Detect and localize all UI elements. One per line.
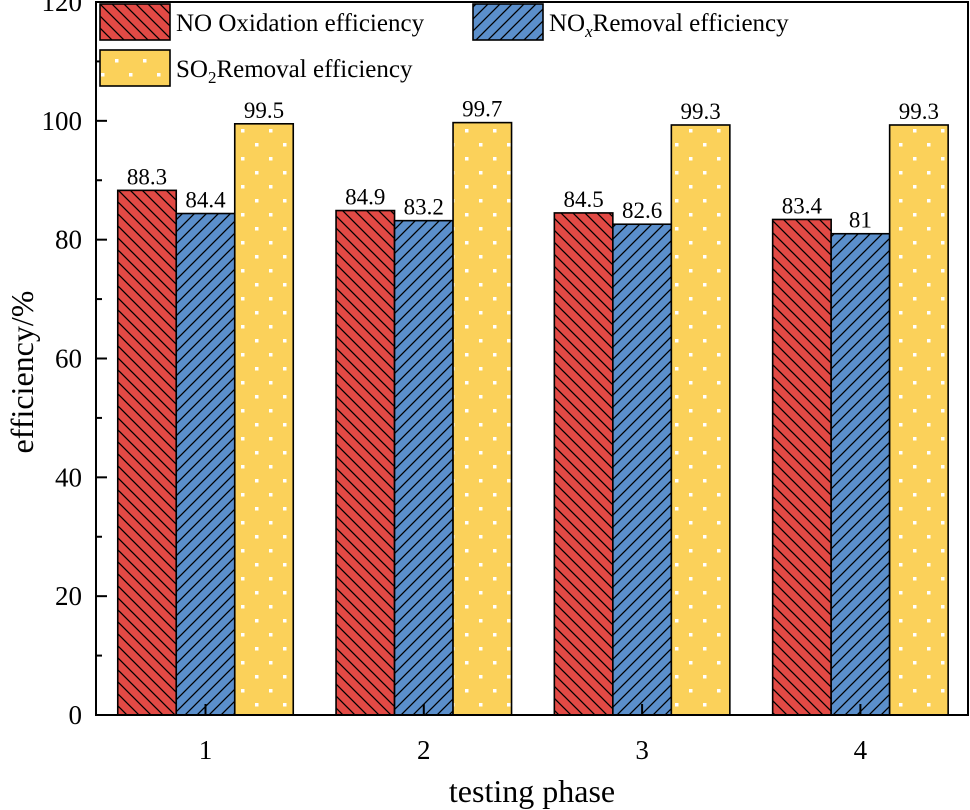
x-tick-label: 3 bbox=[635, 735, 649, 765]
plot-frame bbox=[95, 1, 969, 716]
data-label: 99.3 bbox=[899, 99, 939, 124]
data-label: 99.5 bbox=[244, 98, 284, 123]
legend-label: NOxRemoval efficiency bbox=[549, 10, 789, 41]
data-label: 84.9 bbox=[345, 185, 385, 210]
data-label: 99.7 bbox=[462, 97, 502, 122]
y-axis-title: efficiency/% bbox=[4, 291, 40, 454]
legend-swatch-pattern bbox=[472, 3, 544, 41]
legend-label: NO Oxidation efficiency bbox=[176, 10, 425, 37]
x-tick-label: 2 bbox=[417, 735, 431, 765]
data-label: 82.6 bbox=[622, 198, 662, 223]
data-label: 83.2 bbox=[404, 195, 444, 220]
y-tick-label: 20 bbox=[55, 581, 82, 611]
data-label: 83.4 bbox=[782, 193, 823, 218]
bar-pattern-overlay bbox=[830, 232, 891, 716]
y-tick-label: 40 bbox=[55, 462, 82, 492]
x-tick-label: 4 bbox=[854, 735, 868, 765]
data-label: 88.3 bbox=[127, 164, 167, 189]
bar-pattern-overlay bbox=[175, 212, 236, 716]
y-tick-label: 100 bbox=[42, 106, 83, 136]
bar-pattern-overlay bbox=[393, 219, 454, 716]
data-label: 99.3 bbox=[680, 99, 720, 124]
y-tick-label: 80 bbox=[55, 225, 82, 255]
data-label: 84.4 bbox=[185, 188, 226, 213]
legend-swatch-pattern bbox=[99, 3, 171, 41]
y-tick-label: 120 bbox=[42, 0, 83, 17]
bar-pattern-overlay bbox=[612, 223, 673, 716]
bar-pattern-overlay bbox=[553, 212, 614, 716]
bar-pattern-overlay bbox=[233, 123, 295, 716]
legend: NO Oxidation efficiency NOxRemoval effici… bbox=[99, 3, 789, 87]
bar-pattern-overlay bbox=[888, 124, 949, 716]
bar-pattern-overlay bbox=[670, 124, 731, 716]
bar-pattern-overlay bbox=[771, 218, 832, 716]
y-tick-label: 0 bbox=[69, 700, 83, 730]
x-tick-label: 1 bbox=[199, 735, 213, 765]
y-tick-label: 60 bbox=[55, 344, 82, 374]
data-label: 84.5 bbox=[563, 187, 603, 212]
bar-pattern-overlay bbox=[335, 209, 396, 716]
bar-pattern-overlay bbox=[116, 189, 178, 716]
bar-pattern-overlay bbox=[452, 121, 513, 716]
legend-swatch-pattern bbox=[99, 49, 171, 87]
x-axis-title: testing phase bbox=[449, 773, 615, 809]
legend-label: SO2Removal efficiency bbox=[176, 56, 413, 87]
bars-group bbox=[116, 121, 949, 716]
data-label: 81 bbox=[849, 208, 872, 233]
